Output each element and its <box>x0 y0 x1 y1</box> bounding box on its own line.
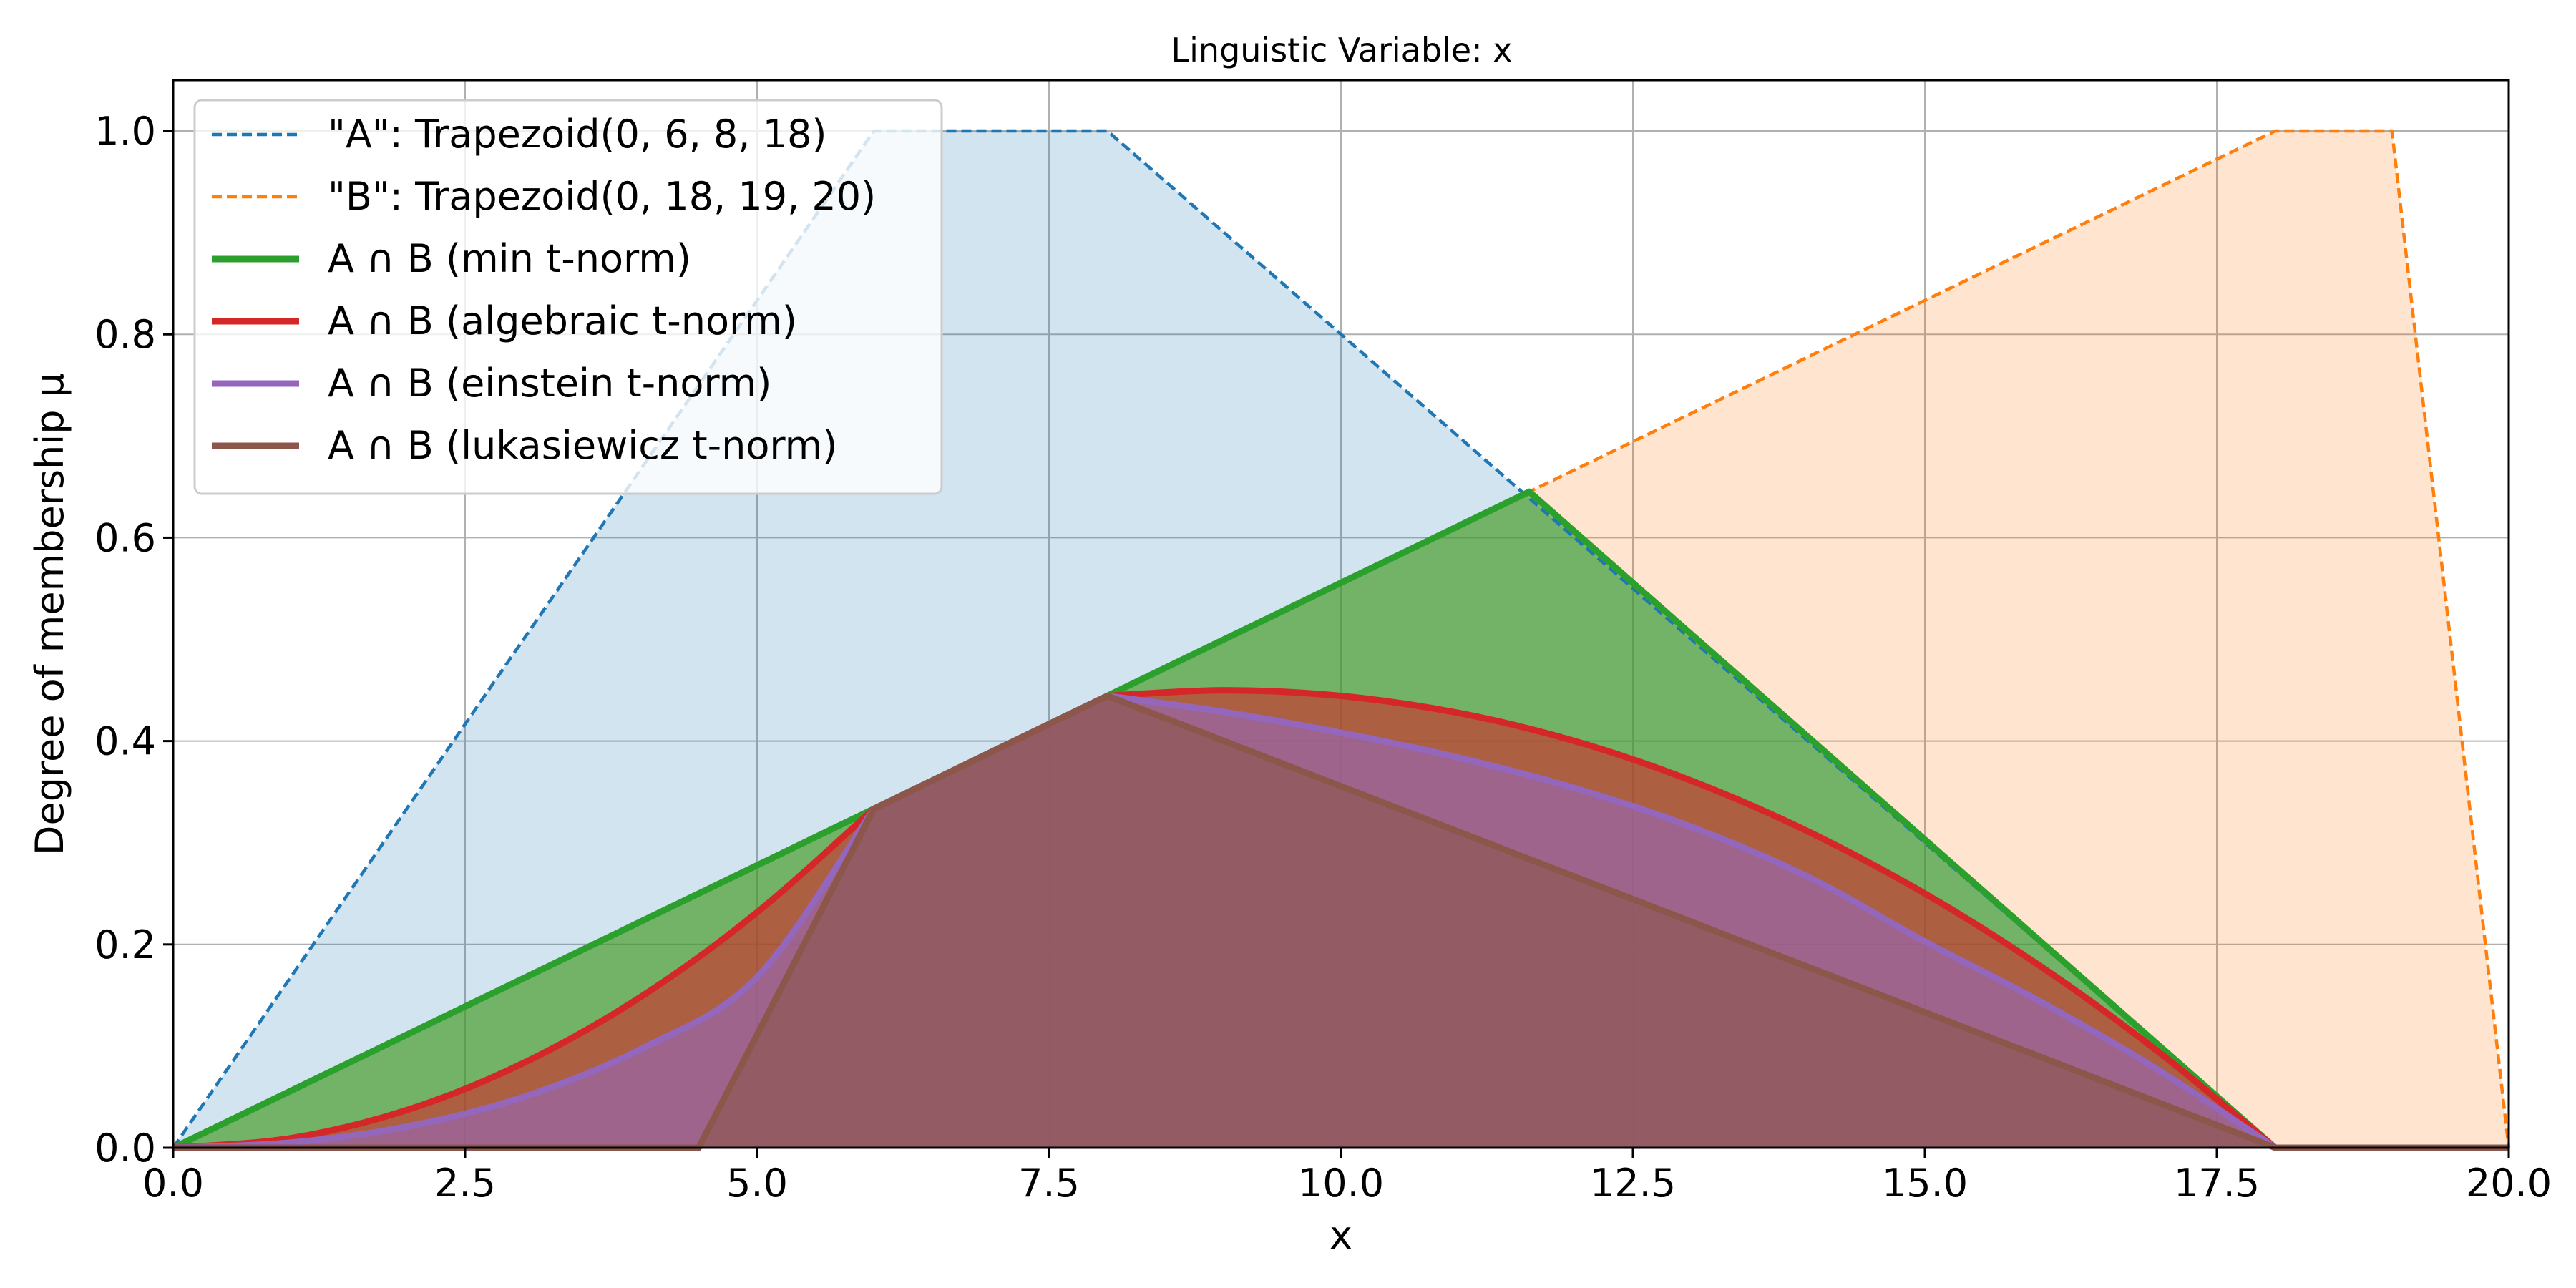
series-line-3 <box>172 687 2509 1151</box>
y-tick-label: 1.0 <box>94 109 156 154</box>
series-line-1 <box>172 129 2511 1150</box>
y-tick-label: 0.6 <box>94 515 156 560</box>
series-fill-5 <box>173 696 2509 1148</box>
legend-label-4: A ∩ B (einstein t-norm) <box>328 361 771 406</box>
x-tick-label: 15.0 <box>1882 1161 1968 1206</box>
legend: "A": Trapezoid(0, 6, 8, 18) "B": Trapezoi… <box>193 99 943 495</box>
legend-label-0: "A": Trapezoid(0, 6, 8, 18) <box>328 112 826 157</box>
legend-label-3: A ∩ B (algebraic t-norm) <box>328 298 797 343</box>
y-tick-label: 0.4 <box>94 719 156 764</box>
x-tick-label: 20.0 <box>2466 1161 2552 1206</box>
y-tick-label: 0.0 <box>94 1126 156 1171</box>
series-line-4 <box>172 693 2509 1151</box>
x-tick-label: 2.5 <box>434 1161 496 1206</box>
x-tick-label: 12.5 <box>1590 1161 1676 1206</box>
x-tick-label: 10.0 <box>1298 1161 1384 1206</box>
x-tick-label: 17.5 <box>2174 1161 2260 1206</box>
x-axis-label: x <box>1330 1213 1352 1258</box>
x-tick-label: 5.0 <box>726 1161 788 1206</box>
legend-label-1: "B": Trapezoid(0, 18, 19, 20) <box>328 174 876 219</box>
y-tick-label: 0.2 <box>94 922 156 967</box>
chart-title: Linguistic Variable: x <box>1171 31 1513 69</box>
y-tick-label: 0.8 <box>94 312 156 357</box>
x-tick-label: 7.5 <box>1018 1161 1080 1206</box>
legend-label-5: A ∩ B (lukasiewicz t-norm) <box>328 423 837 468</box>
axis-ticks: 0.0 2.5 5.0 7.5 10.0 12.5 15.0 17.5 20.0 0.0 0.2 0.… <box>94 109 2552 1206</box>
y-axis-label: Degree of membership μ <box>27 373 72 855</box>
x-tick-label: 0.0 <box>142 1161 204 1206</box>
legend-box <box>193 99 943 495</box>
legend-label-2: A ∩ B (min t-norm) <box>328 236 691 281</box>
